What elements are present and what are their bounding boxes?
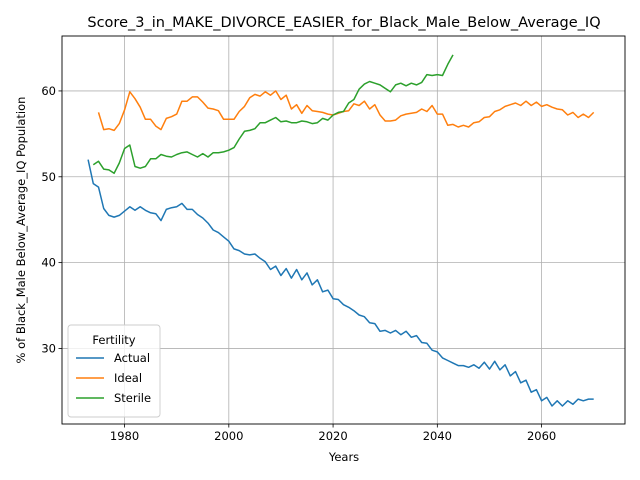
legend-label-ideal: Ideal xyxy=(114,371,142,385)
x-tick-label: 2000 xyxy=(214,429,243,443)
chart-title: Score_3_in_MAKE_DIVORCE_EASIER_for_Black… xyxy=(87,15,600,31)
legend-title: Fertility xyxy=(92,333,135,347)
plot-area-frame xyxy=(61,35,626,425)
grid-lines xyxy=(62,36,625,424)
y-tick-label: 40 xyxy=(41,256,56,270)
legend-box xyxy=(67,324,161,418)
x-axis: 1980 2000 2020 2040 2060 xyxy=(110,424,556,443)
x-tick-label: 2040 xyxy=(423,429,452,443)
y-tick-label: 60 xyxy=(41,84,56,98)
series-lines xyxy=(87,54,595,407)
series-line-sterile xyxy=(92,54,454,175)
series-line-ideal xyxy=(97,90,595,132)
x-tick-label: 1980 xyxy=(110,429,139,443)
x-axis-label: Years xyxy=(328,450,359,464)
y-tick-label: 50 xyxy=(41,170,56,184)
legend-label-actual: Actual xyxy=(114,351,150,365)
legend-label-sterile: Sterile xyxy=(114,391,151,405)
series-line-actual xyxy=(87,159,594,407)
legend-items: Actual Ideal Sterile xyxy=(76,351,151,405)
y-axis-label: % of Black_Male Below_Average_IQ Populat… xyxy=(14,97,28,364)
x-tick-label: 2060 xyxy=(527,429,556,443)
y-axis: 30 40 50 60 xyxy=(41,84,62,355)
x-tick-label: 2020 xyxy=(318,429,347,443)
y-tick-label: 30 xyxy=(41,341,56,355)
legend: Fertility Actual Ideal Sterile xyxy=(67,324,161,418)
